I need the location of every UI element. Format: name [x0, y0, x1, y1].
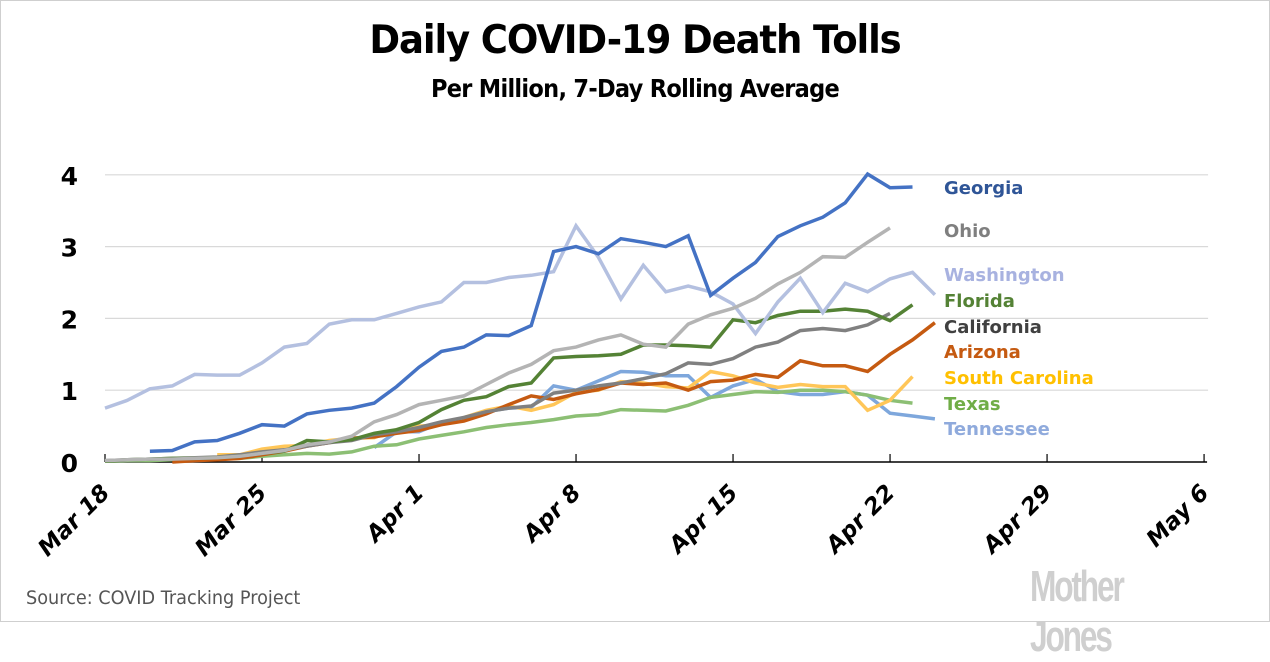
series-line-georgia	[149, 171, 913, 453]
x-tick-label: Apr 8	[517, 480, 586, 549]
y-tick-label: 3	[61, 234, 78, 263]
x-tick-label: Apr 15	[663, 480, 743, 560]
series-lines	[104, 171, 937, 464]
chart-title: Daily COVID-19 Death Tolls	[369, 18, 901, 63]
y-axis-ticks: 0 1 2 3 4	[61, 162, 78, 478]
x-axis: Mar 18 Mar 25 Apr 1 Apr 8 Apr 15 Apr 22 Apr 29…	[33, 454, 1214, 562]
series-label-california: California	[944, 317, 1042, 338]
series-label-arizona: Arizona	[944, 342, 1021, 363]
chart-subtitle: Per Million, 7-Day Rolling Average	[430, 74, 840, 103]
series-label-florida: Florida	[944, 291, 1015, 312]
series-label-georgia: Georgia	[944, 178, 1023, 199]
x-tick-label: Apr 29	[977, 480, 1057, 560]
chart-frame	[0, 0, 1270, 622]
x-tick-label: Apr 22	[820, 480, 900, 560]
series-line-washington	[104, 222, 937, 410]
series-label-ohio: Ohio	[944, 221, 991, 242]
series-line-texas	[104, 388, 913, 464]
line-chart: 0 1 2 3 4 Mar 18 Mar 25 Apr 1 Apr 8 Apr 15 Apr 22…	[33, 162, 1214, 562]
series-label-south-carolina: South Carolina	[944, 368, 1094, 389]
brand-logo: Mother Jones	[1030, 562, 1125, 661]
series-line-ohio	[104, 226, 891, 463]
y-tick-label: 2	[61, 305, 78, 334]
series-labels: Georgia Ohio Washington Florida California Ar…	[944, 178, 1094, 440]
series-label-washington: Washington	[944, 265, 1065, 286]
x-tick-label: Apr 1	[360, 480, 429, 549]
y-tick-label: 1	[61, 377, 78, 406]
source-note: Source: COVID Tracking Project	[26, 587, 301, 609]
y-tick-label: 0	[61, 449, 78, 478]
x-tick-label: May 6	[1142, 480, 1215, 553]
y-tick-label: 4	[61, 162, 78, 191]
series-label-tennessee: Tennessee	[944, 419, 1050, 440]
x-tick-label: Mar 18	[33, 480, 115, 562]
series-label-texas: Texas	[944, 394, 1001, 415]
x-tick-label: Mar 25	[190, 480, 272, 562]
